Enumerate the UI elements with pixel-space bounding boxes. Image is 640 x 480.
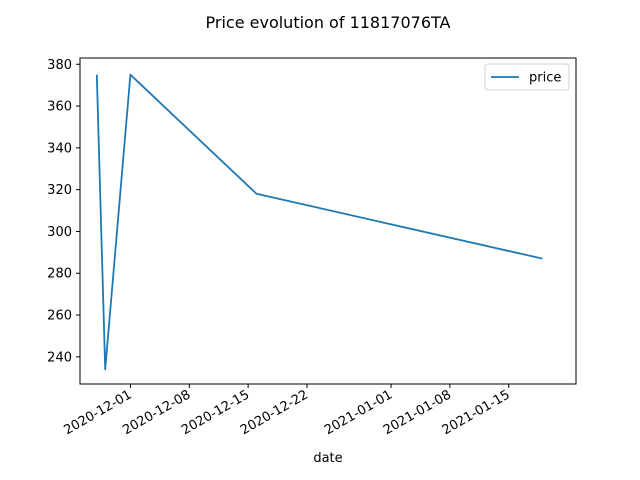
legend: price <box>484 63 570 91</box>
chart-title: Price evolution of 11817076TA <box>206 13 451 32</box>
y-tick-label: 380 <box>47 58 72 73</box>
legend-box <box>484 63 570 91</box>
y-tick-label: 300 <box>47 225 72 240</box>
series-line-price <box>95 73 543 371</box>
y-tick-label: 320 <box>47 183 72 198</box>
y-tick-label: 260 <box>47 309 72 324</box>
axes-frame <box>79 57 577 385</box>
x-axis-label: date <box>313 451 342 466</box>
y-tick-label: 360 <box>47 100 72 115</box>
y-tick-label: 280 <box>47 267 72 282</box>
plot-area: 2402602803003203403603802020-12-012020-1… <box>47 57 577 438</box>
y-tick-label: 240 <box>47 350 72 365</box>
legend-label: price <box>529 71 561 86</box>
y-tick-label: 340 <box>47 141 72 156</box>
